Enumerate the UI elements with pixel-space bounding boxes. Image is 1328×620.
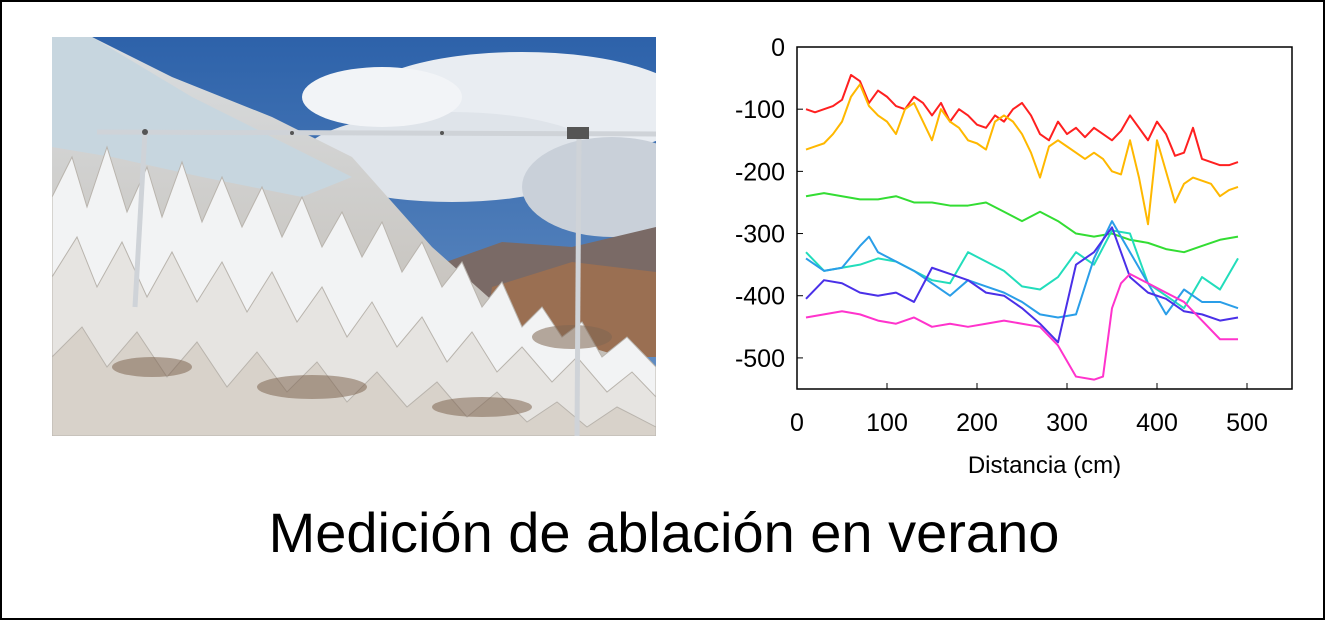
x-tick-label: 200 (956, 409, 998, 437)
glacier-penitentes-photo-icon (52, 37, 656, 436)
series-line-1 (805, 73, 1239, 167)
y-tick-label: -500 (735, 345, 785, 373)
plot-frame (796, 46, 1293, 390)
x-tick-label: 400 (1136, 409, 1178, 437)
x-tick-label: 0 (790, 409, 804, 437)
glacier-photo (52, 37, 656, 436)
series-line-4 (805, 229, 1239, 310)
series-line-3 (805, 192, 1239, 254)
series-line-6 (805, 226, 1239, 344)
x-tick-label: 100 (866, 409, 908, 437)
y-tick-label: -300 (735, 221, 785, 249)
y-tick-label: -200 (735, 158, 785, 186)
series-line-2 (805, 83, 1239, 226)
x-axis-label: Distancia (cm) (968, 452, 1121, 479)
ablation-chart: 0 100 200 300 400 500 0 -100 -200 -300 -400 -500 Di… (700, 20, 1300, 490)
series-line-7 (805, 272, 1238, 381)
x-tick-label: 500 (1226, 409, 1268, 437)
slide-caption: Medición de ablación en verano (268, 501, 1060, 564)
y-tick-label: -100 (735, 96, 785, 124)
series-line-5 (805, 220, 1239, 319)
x-tick-label: 300 (1046, 409, 1088, 437)
y-tick-label: 0 (771, 34, 785, 62)
y-tick-label: -400 (735, 283, 785, 311)
